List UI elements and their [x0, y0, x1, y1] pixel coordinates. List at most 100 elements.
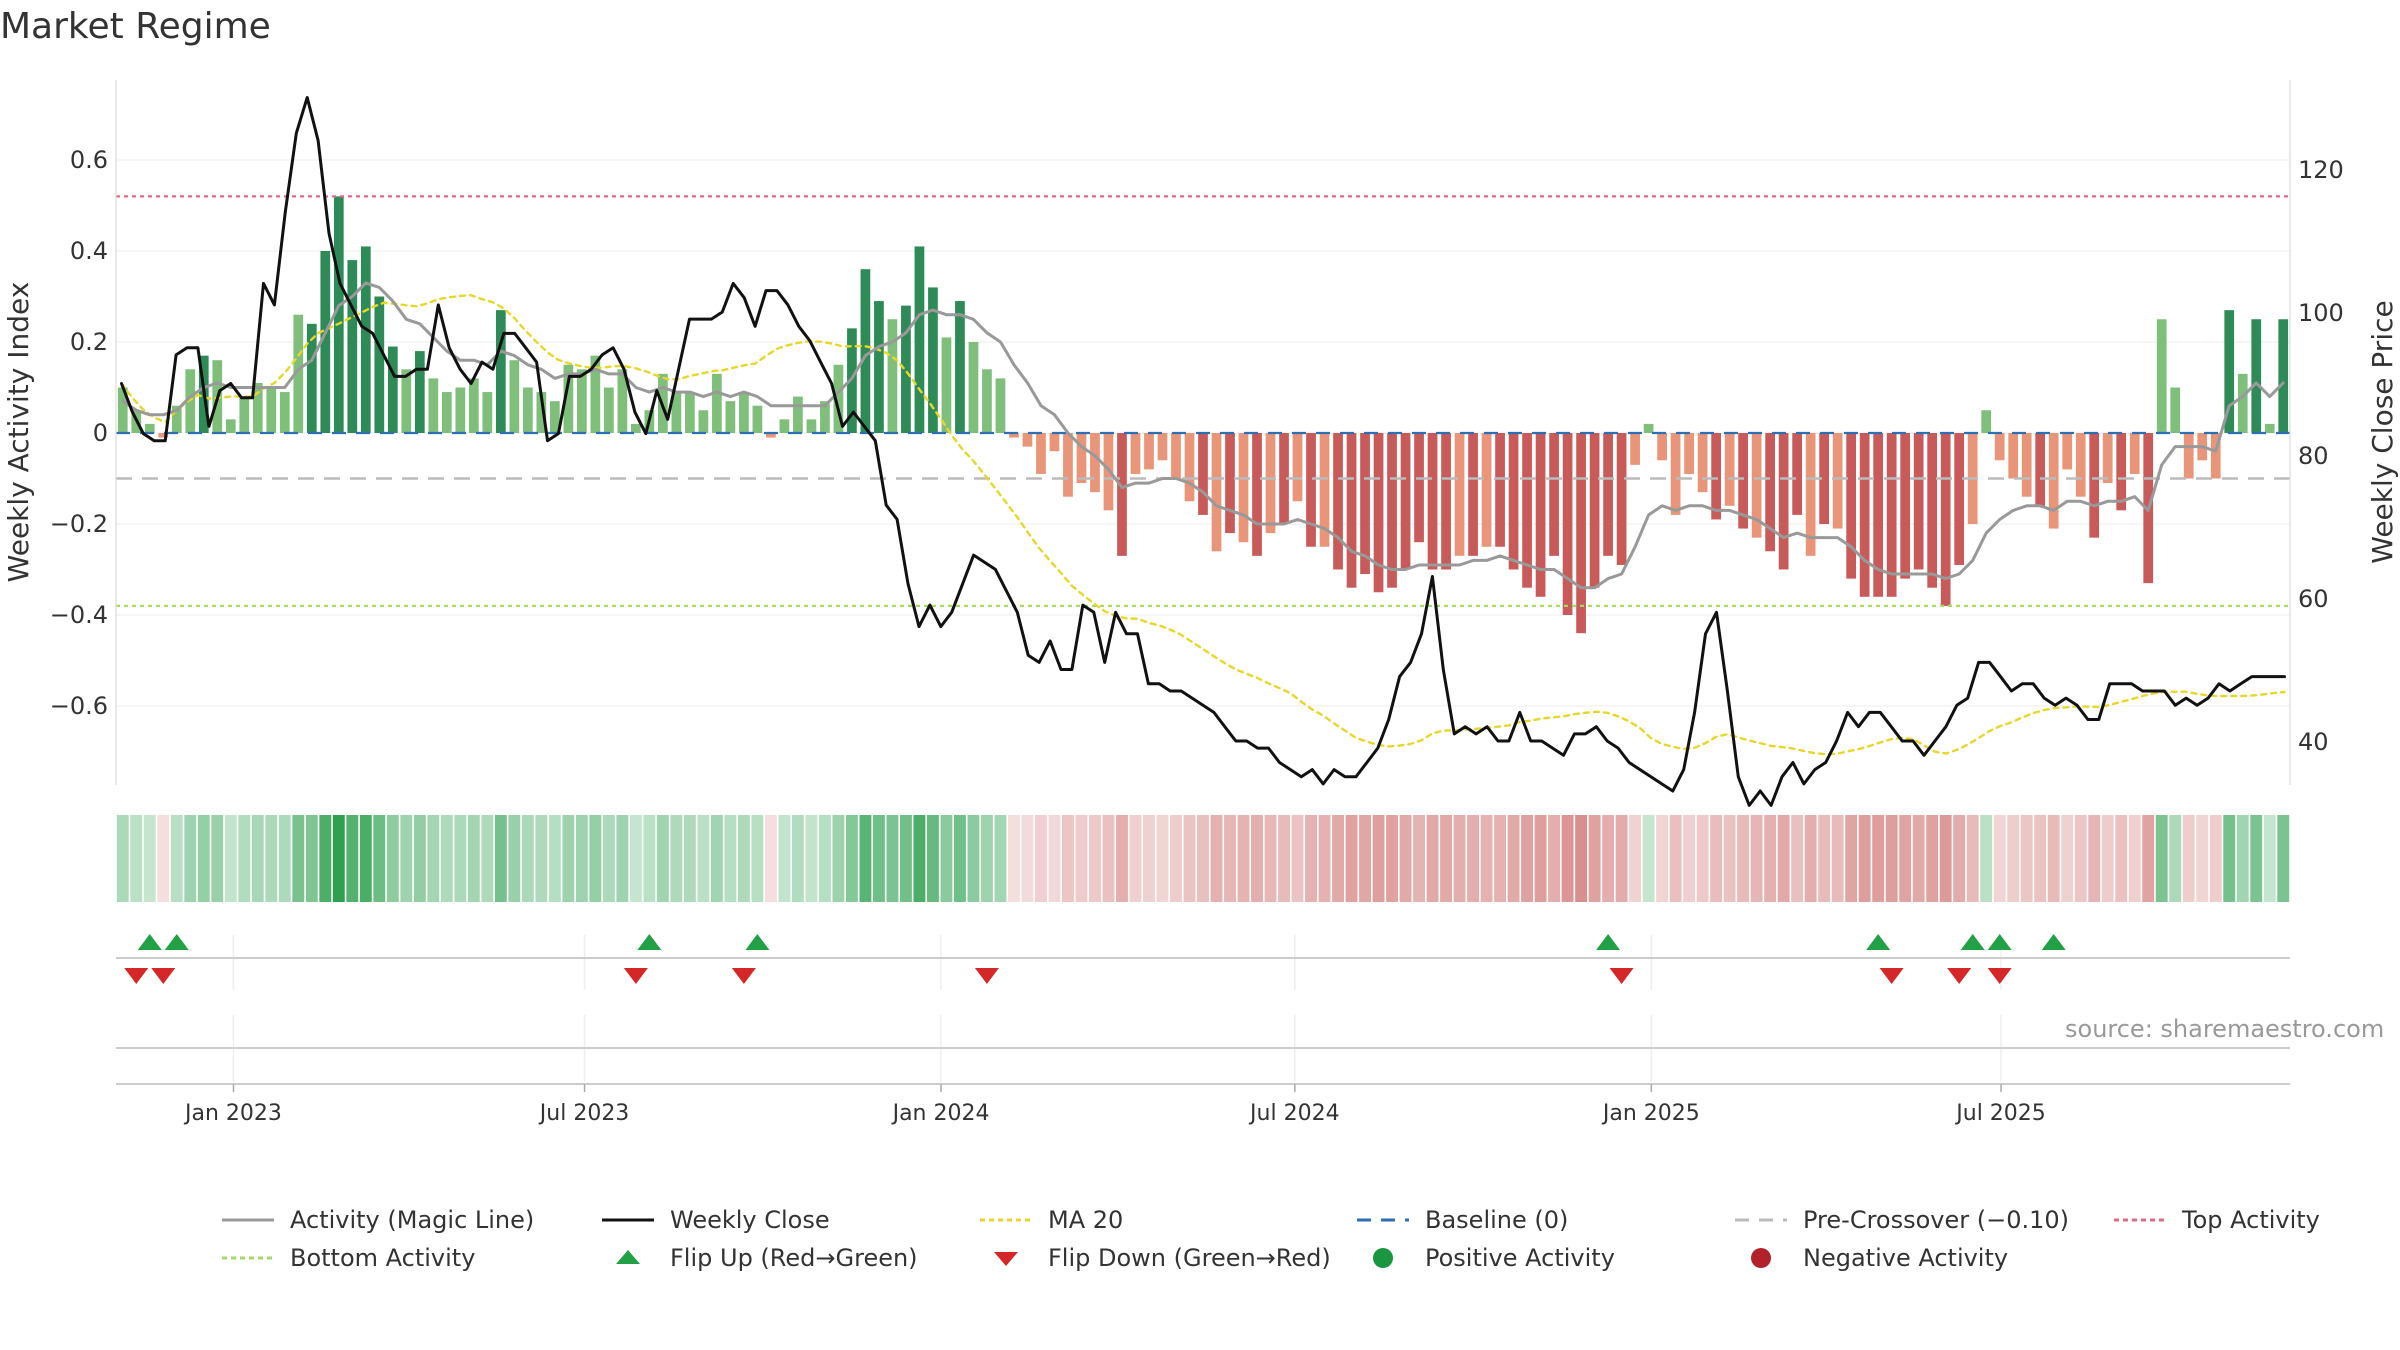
regime-cell	[413, 815, 426, 902]
negative-activity-bar	[1022, 433, 1033, 447]
legend-label: Bottom Activity	[290, 1244, 476, 1272]
regime-cell	[2223, 815, 2236, 902]
legend-swatch-icon	[2114, 1218, 2166, 1222]
x-tick-label: Jan 2023	[183, 1101, 282, 1126]
regime-cell	[737, 815, 750, 902]
regime-cell	[2209, 815, 2222, 902]
negative-activity-bar	[1657, 433, 1667, 461]
regime-cell	[1710, 815, 1723, 902]
regime-cell	[319, 815, 332, 902]
regime-cell	[1872, 815, 1885, 902]
regime-cell	[2169, 815, 2182, 902]
positive-activity-bar	[414, 351, 425, 433]
y-left-tick-label: −0.2	[50, 510, 108, 538]
regime-cell	[980, 815, 993, 902]
negative-activity-bar	[1805, 433, 1816, 556]
positive-activity-bar	[793, 396, 803, 433]
positive-activity-bar	[1981, 410, 1992, 433]
negative-activity-bar	[1697, 433, 1708, 493]
negative-activity-bar	[1927, 433, 1938, 588]
flip-up-marker	[137, 934, 162, 950]
regime-cell	[1278, 815, 1290, 902]
positive-activity-bar	[968, 342, 979, 433]
legend-item: Flip Up (Red→Green)	[600, 1240, 918, 1276]
negative-activity-bar	[1441, 433, 1451, 570]
regime-cell	[1939, 815, 1952, 902]
negative-activity-bar	[1252, 433, 1262, 556]
regime-heat-strip	[116, 815, 2290, 902]
reference-lines	[116, 195, 2290, 608]
flip-up-marker	[745, 934, 770, 950]
positive-activity-bar	[2156, 319, 2167, 433]
regime-cell	[1251, 815, 1263, 902]
regime-cell	[2061, 815, 2074, 902]
regime-cell	[481, 815, 494, 902]
negative-activity-bar	[1117, 433, 1127, 556]
regime-cell	[1750, 815, 1763, 902]
negative-activity-bar	[1211, 433, 1222, 552]
regime-cell	[265, 815, 278, 902]
legend-label: Baseline (0)	[1425, 1206, 1569, 1234]
positive-activity-bar	[563, 364, 574, 433]
flip-up-marker	[637, 934, 662, 950]
positive-activity-bar	[2224, 310, 2235, 433]
negative-activity-bar	[158, 433, 169, 438]
regime-cell	[1521, 815, 1534, 902]
negative-activity-bar	[1454, 433, 1465, 556]
regime-cell	[1831, 815, 1844, 902]
positive-activity-bar	[617, 369, 628, 433]
positive-activity-bar	[2264, 423, 2275, 433]
regime-cell	[1845, 815, 1858, 902]
y-left-tick-label: 0.2	[70, 328, 108, 356]
positive-activity-bar	[428, 378, 439, 433]
regime-cell	[670, 815, 683, 902]
positive-activity-bar	[360, 246, 371, 433]
positive-activity-bar	[874, 301, 884, 433]
negative-activity-bar	[1144, 433, 1154, 470]
y-right-tick-label: 120	[2298, 156, 2344, 184]
regime-cell	[1993, 815, 2006, 902]
regime-cell	[116, 815, 129, 902]
regime-cell	[1156, 815, 1169, 902]
regime-cell	[508, 815, 521, 902]
axes: 0.6 0.4 0.2 0 −0.2 −0.4 −0.6 120 100 80 60 40 Weekly…	[2, 80, 2399, 785]
positive-activity-bar	[576, 369, 587, 433]
regime-cell	[1588, 815, 1601, 902]
regime-cell	[1210, 815, 1223, 902]
regime-cell	[967, 815, 980, 902]
regime-cell	[697, 815, 710, 902]
positive-activity-bar	[455, 387, 466, 433]
x-tick-label: Jul 2024	[1248, 1101, 1340, 1126]
negative-activity-bar	[1535, 433, 1546, 597]
negative-activity-bar	[1292, 433, 1303, 502]
legend-label: Top Activity	[2182, 1206, 2320, 1234]
regime-cell	[2034, 815, 2047, 902]
positive-activity-bar	[2237, 373, 2248, 433]
flip-down-marker	[1609, 968, 1634, 984]
flip-down-marker	[1947, 968, 1972, 984]
flip-up-marker	[1866, 934, 1891, 950]
regime-cell	[305, 815, 318, 902]
regime-cell	[1075, 815, 1088, 902]
negative-activity-bar	[1319, 433, 1330, 547]
regime-cell	[1885, 815, 1898, 902]
negative-activity-bar	[1184, 433, 1195, 502]
legend-item: Top Activity	[2112, 1202, 2320, 1238]
regime-cell	[1858, 815, 1871, 902]
negative-activity-bar	[2089, 433, 2100, 538]
positive-activity-bar	[306, 323, 317, 433]
positive-activity-bar	[685, 392, 695, 433]
legend-swatch-icon	[1735, 1218, 1787, 1222]
negative-activity-bar	[2116, 433, 2127, 511]
regime-cell	[427, 815, 440, 902]
negative-activity-bar	[1711, 433, 1721, 520]
positive-activity-bar	[2251, 319, 2262, 433]
negative-activity-bar	[1549, 433, 1559, 556]
regime-cell	[1467, 815, 1480, 902]
legend-item: Baseline (0)	[1355, 1202, 1568, 1238]
regime-cell	[1912, 815, 1925, 902]
negative-activity-bar	[1846, 433, 1857, 579]
regime-cell	[1548, 815, 1561, 902]
y-right-axis-title: Weekly Close Price	[2366, 300, 2399, 563]
positive-activity-bar	[887, 319, 898, 433]
